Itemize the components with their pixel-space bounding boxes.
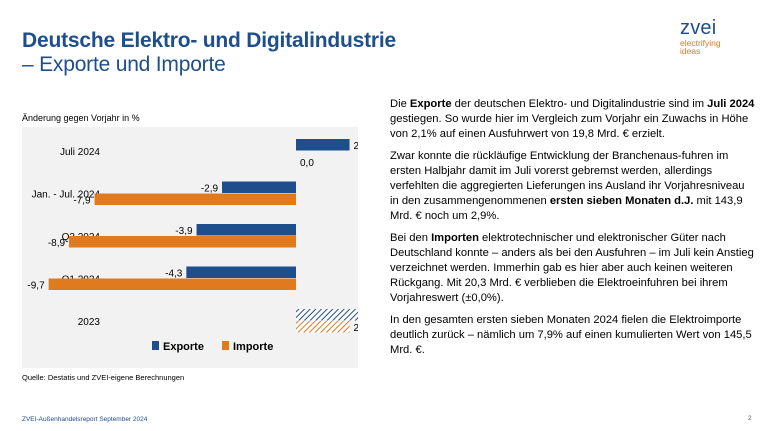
export-bar	[186, 266, 296, 278]
chart-caption: Änderung gegen Vorjahr in %	[22, 113, 140, 123]
import-bar	[69, 236, 296, 248]
category-label: 2023	[78, 317, 101, 328]
text-run: gestiegen. So wurde hier im Vergleich zu…	[390, 113, 749, 141]
export-bar	[196, 224, 296, 236]
text-run: der deutschen Elektro- und Digitalindust…	[451, 98, 708, 110]
body-paragraph-4: In den gesamten ersten sieben Monaten 20…	[390, 313, 755, 359]
category-label: Juli 2024	[60, 147, 100, 158]
bold-text: Importen	[431, 231, 479, 244]
logo-tagline-2: ideas	[680, 46, 701, 56]
import-value-label: -7,9	[73, 196, 91, 207]
footer-page-number: 2	[748, 415, 752, 422]
bold-text: Juli 2024	[707, 98, 755, 110]
body-text: Die Exporte der deutschen Elektro- und D…	[390, 97, 755, 364]
import-value-label: 2,1	[354, 323, 358, 334]
import-bar	[48, 278, 297, 290]
legend-label-importe: Importe	[233, 341, 273, 353]
source-note: Quelle: Destatis und ZVEI-eigene Berechn…	[22, 373, 185, 382]
legend-label-exporte: Exporte	[163, 341, 204, 353]
export-value-label: 2,1	[354, 141, 358, 152]
export-value-label: -2,9	[201, 184, 219, 195]
import-bar	[94, 193, 296, 205]
export-bar	[296, 139, 350, 151]
text-run: In den gesamten ersten sieben Monaten 20…	[390, 313, 752, 357]
import-value-label: -9,7	[27, 281, 45, 292]
text-run: elektrotechnischer und elektronischer Gü…	[390, 231, 754, 305]
export-value-label: -4,3	[165, 269, 183, 280]
body-paragraph-2: Zwar konnte die rückläufige Entwicklung …	[390, 149, 755, 225]
legend-swatch-importe	[222, 341, 229, 350]
text-run: Zwar konnte die rückläufige Entwicklung …	[390, 149, 745, 208]
body-paragraph-1: Die Exporte der deutschen Elektro- und D…	[390, 97, 755, 143]
bold-text: ersten sieben Monaten d.J.	[549, 195, 694, 208]
text-run: Bei den	[390, 231, 432, 244]
export-bar	[296, 309, 358, 321]
logo-tagline-1: electrifying	[680, 38, 721, 48]
export-bar	[222, 181, 296, 193]
slide-title: Deutsche Elektro- und Digitalindustrie –…	[22, 29, 396, 77]
footer-report-name: ZVEI-Außenhandelsreport September 2024	[22, 416, 148, 423]
logo-word: zvei	[680, 17, 717, 39]
body-paragraph-3: Bei den Importen elektrotechnischer und …	[390, 231, 755, 307]
zvei-logo: zvei electrifying ideas	[680, 17, 721, 55]
category-label: Jan. - Jul. 2024	[32, 190, 101, 201]
title-line-1: Deutsche Elektro- und Digitalindustrie	[22, 29, 396, 52]
import-bar	[296, 321, 350, 333]
title-line-2: – Exporte und Importe	[22, 53, 226, 76]
text-run: Die	[390, 98, 410, 110]
text-run: mit 143,9 Mrd. € noch um 2,9%.	[390, 195, 743, 223]
import-value-label: -8,9	[48, 238, 66, 249]
legend-swatch-exporte	[152, 341, 159, 350]
import-value-label: 0,0	[300, 158, 314, 169]
bold-text: Exporte	[409, 98, 452, 110]
export-value-label: -3,9	[175, 226, 193, 237]
